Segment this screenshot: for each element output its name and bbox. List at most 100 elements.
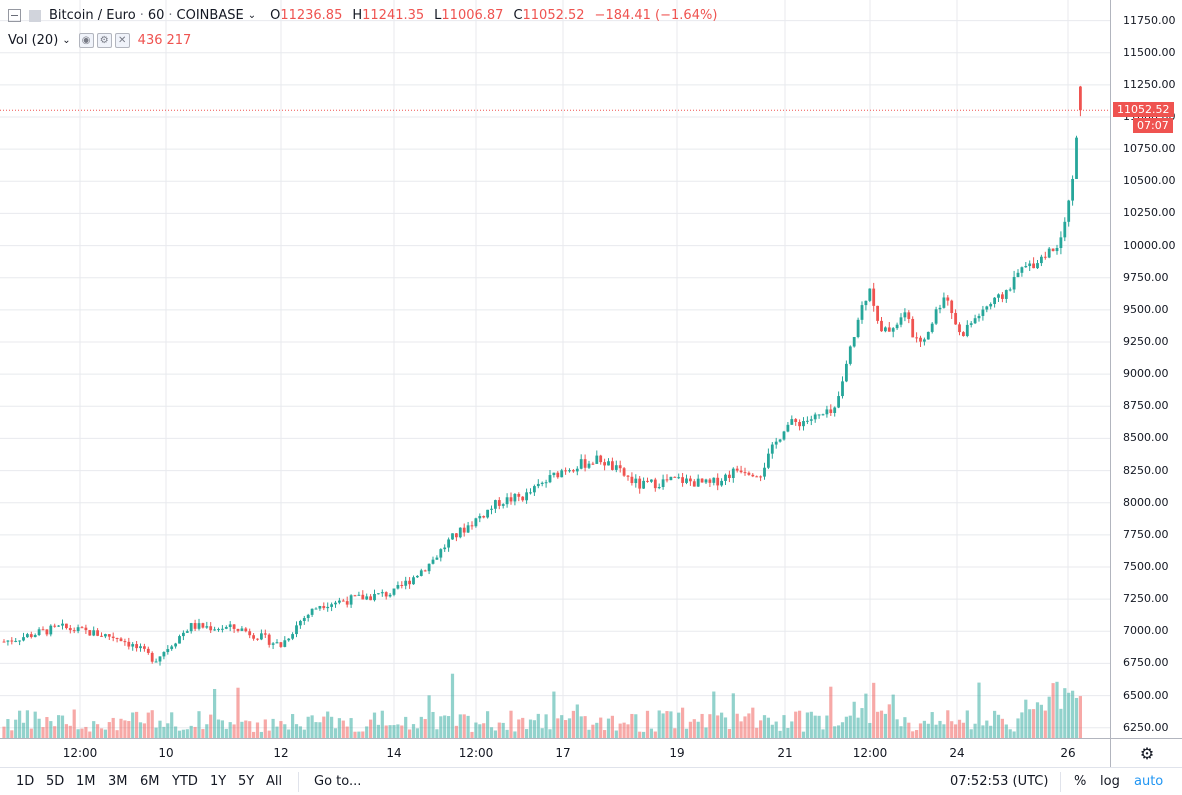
log-scale-button[interactable]: log xyxy=(1100,774,1120,789)
change-value: −184.41 (−1.64%) xyxy=(594,8,718,23)
candle-body xyxy=(1001,294,1004,299)
price-chart[interactable] xyxy=(0,0,1110,738)
candle-body xyxy=(466,525,470,533)
candle-body xyxy=(182,632,185,637)
volume-bar xyxy=(131,712,135,738)
range-3m-button[interactable]: 3M xyxy=(108,774,128,789)
symbol-name[interactable]: Bitcoin / Euro xyxy=(49,8,136,23)
volume-bar xyxy=(751,707,755,738)
candle-body xyxy=(174,643,177,647)
volume-bar xyxy=(957,719,962,738)
volume-bar xyxy=(911,731,915,738)
candle-body xyxy=(704,479,708,483)
volume-bar xyxy=(996,714,1001,738)
volume-bar xyxy=(560,715,564,738)
candle-body xyxy=(365,596,369,600)
volume-bar xyxy=(532,720,536,738)
volume-bar xyxy=(794,711,798,738)
volume-bar xyxy=(630,713,634,738)
volume-bar xyxy=(57,715,61,738)
range-1y-button[interactable]: 1Y xyxy=(210,774,227,789)
percent-scale-button[interactable]: % xyxy=(1074,774,1087,789)
eye-icon[interactable]: ◉ xyxy=(78,33,94,48)
volume-bar xyxy=(552,691,556,738)
candle-body xyxy=(548,475,552,483)
volume-bar xyxy=(669,711,673,738)
range-all-button[interactable]: All xyxy=(266,774,283,789)
utc-clock[interactable]: 07:52:53 (UTC) xyxy=(950,774,1049,789)
price-tick-label: 10750.00 xyxy=(1123,142,1176,156)
range-1d-button[interactable]: 1D xyxy=(16,774,35,789)
volume-ma-value: 217 xyxy=(166,33,192,48)
price-tick-label: 10250.00 xyxy=(1123,206,1176,220)
chevron-down-icon[interactable]: ⌄ xyxy=(62,35,71,46)
volume-bar xyxy=(396,724,400,738)
volume-bar xyxy=(279,721,283,738)
candle-body xyxy=(638,478,642,489)
volume-bar xyxy=(1047,696,1051,738)
volume-bar xyxy=(876,711,880,738)
time-tick-label: 10 xyxy=(158,746,174,760)
candle-body xyxy=(1028,263,1032,267)
candle-body xyxy=(517,493,521,497)
candle-body xyxy=(1012,277,1016,290)
candle-body xyxy=(1075,137,1078,179)
candle-body xyxy=(256,638,259,640)
time-tick-label: 21 xyxy=(777,746,793,760)
goto-button[interactable]: Go to... xyxy=(314,774,362,789)
volume-bar xyxy=(965,710,969,738)
close-icon[interactable]: ✕ xyxy=(114,33,130,48)
volume-bar xyxy=(306,716,310,738)
candle-body xyxy=(864,300,868,306)
exchange-label[interactable]: COINBASE xyxy=(176,8,244,23)
volume-bar xyxy=(482,723,486,738)
volume-bar xyxy=(591,724,595,738)
candle-body xyxy=(388,594,392,597)
volume-bar xyxy=(185,729,189,738)
volume-bar xyxy=(96,724,100,738)
volume-bar xyxy=(1039,704,1043,738)
volume-bar xyxy=(435,729,439,738)
candle-body xyxy=(872,288,876,306)
candle-body xyxy=(1040,256,1043,264)
range-1m-button[interactable]: 1M xyxy=(76,774,96,789)
volume-bar xyxy=(856,717,860,738)
candle-body xyxy=(419,570,423,576)
volume-bar xyxy=(954,724,958,738)
volume-bar xyxy=(895,719,899,738)
price-tick-label: 10000.00 xyxy=(1123,238,1176,252)
volume-bar xyxy=(1071,690,1075,738)
candle-body xyxy=(295,625,298,635)
auto-scale-button[interactable]: auto xyxy=(1134,774,1164,789)
time-axis[interactable]: 12:00 10 12 14 12:00 17 19 21 12:00 24 26 xyxy=(0,738,1110,767)
candle-body xyxy=(37,629,41,636)
candle-body xyxy=(166,649,170,653)
volume-bar xyxy=(380,710,384,738)
volume-bar xyxy=(887,704,891,738)
volume-bar xyxy=(291,714,295,738)
candle-body xyxy=(509,497,513,502)
volume-bar xyxy=(158,720,162,738)
gear-icon[interactable]: ⚙ xyxy=(96,33,112,48)
candle-body xyxy=(439,549,443,558)
candle-body xyxy=(6,640,10,642)
range-5y-button[interactable]: 5Y xyxy=(238,774,255,789)
price-tick-label: 7000.00 xyxy=(1123,624,1169,638)
chevron-down-icon[interactable]: ⌄ xyxy=(247,10,257,21)
candle-body xyxy=(443,547,447,550)
volume-bar xyxy=(825,715,829,738)
volume-bar xyxy=(392,725,396,738)
interval-label[interactable]: 60 xyxy=(147,8,165,23)
price-tick-label: 6750.00 xyxy=(1123,656,1169,670)
candle-body xyxy=(248,631,252,636)
range-6m-button[interactable]: 6M xyxy=(140,774,160,789)
volume-bar xyxy=(1035,702,1040,738)
range-5d-button[interactable]: 5D xyxy=(46,774,65,789)
candle-body xyxy=(287,638,291,641)
collapse-legend-icon[interactable] xyxy=(8,9,21,22)
candle-body xyxy=(72,630,76,632)
candle-body xyxy=(377,593,380,595)
range-ytd-button[interactable]: YTD xyxy=(172,774,198,789)
volume-label[interactable]: Vol (20) xyxy=(8,33,59,48)
chart-settings-icon[interactable]: ⚙ xyxy=(1110,738,1182,767)
